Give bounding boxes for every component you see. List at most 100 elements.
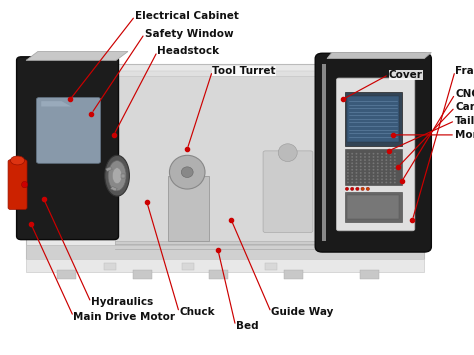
Polygon shape (327, 53, 431, 59)
Text: Tailstock: Tailstock (455, 116, 474, 126)
Ellipse shape (361, 187, 364, 190)
Ellipse shape (373, 172, 374, 174)
Ellipse shape (377, 153, 379, 154)
Bar (284, 270, 303, 279)
Ellipse shape (364, 165, 366, 167)
Ellipse shape (356, 169, 357, 170)
Ellipse shape (351, 178, 353, 180)
Ellipse shape (377, 182, 379, 183)
Ellipse shape (364, 169, 366, 170)
Ellipse shape (394, 165, 396, 167)
Ellipse shape (360, 156, 362, 158)
Ellipse shape (347, 175, 349, 177)
Ellipse shape (345, 187, 348, 190)
Ellipse shape (373, 159, 374, 161)
Ellipse shape (360, 172, 362, 174)
Text: Main Drive Motor: Main Drive Motor (73, 312, 175, 322)
Ellipse shape (170, 155, 205, 189)
FancyBboxPatch shape (337, 78, 415, 231)
Ellipse shape (351, 165, 353, 167)
Ellipse shape (347, 153, 349, 154)
Ellipse shape (390, 159, 392, 161)
Ellipse shape (368, 172, 370, 174)
Polygon shape (26, 259, 424, 272)
Bar (106, 167, 112, 171)
Ellipse shape (366, 187, 370, 190)
Text: CNC: CNC (455, 89, 474, 99)
Ellipse shape (373, 182, 374, 183)
Ellipse shape (390, 178, 392, 180)
FancyBboxPatch shape (315, 53, 431, 252)
Ellipse shape (356, 159, 357, 161)
Ellipse shape (381, 178, 383, 180)
Text: Carriage: Carriage (455, 102, 474, 112)
Ellipse shape (381, 159, 383, 161)
Ellipse shape (385, 169, 387, 170)
Ellipse shape (356, 172, 357, 174)
Ellipse shape (390, 162, 392, 164)
Ellipse shape (390, 175, 392, 177)
Ellipse shape (356, 175, 357, 177)
Ellipse shape (347, 156, 349, 158)
Bar (121, 174, 125, 178)
Ellipse shape (360, 178, 362, 180)
Text: Guide Way: Guide Way (271, 307, 334, 317)
Ellipse shape (390, 156, 392, 158)
Bar (168, 176, 209, 241)
Ellipse shape (373, 169, 374, 170)
Bar (360, 270, 379, 279)
Bar (182, 263, 194, 270)
Ellipse shape (360, 175, 362, 177)
Ellipse shape (385, 178, 387, 180)
Bar (133, 270, 152, 279)
Polygon shape (115, 71, 332, 76)
Ellipse shape (385, 182, 387, 183)
Ellipse shape (394, 178, 396, 180)
Polygon shape (26, 64, 424, 259)
Text: Tool Turret: Tool Turret (212, 66, 276, 76)
Ellipse shape (108, 160, 126, 191)
Ellipse shape (394, 159, 396, 161)
Ellipse shape (347, 178, 349, 180)
Ellipse shape (368, 165, 370, 167)
Ellipse shape (364, 159, 366, 161)
Text: Hydraulics: Hydraulics (91, 297, 153, 307)
Ellipse shape (360, 162, 362, 164)
Ellipse shape (394, 182, 396, 183)
Ellipse shape (381, 153, 383, 154)
Polygon shape (26, 51, 128, 60)
Bar (345, 192, 402, 222)
Ellipse shape (347, 165, 349, 167)
Ellipse shape (364, 178, 366, 180)
Ellipse shape (377, 178, 379, 180)
Ellipse shape (385, 159, 387, 161)
Ellipse shape (364, 172, 366, 174)
Ellipse shape (377, 172, 379, 174)
Ellipse shape (105, 155, 129, 196)
Ellipse shape (347, 172, 349, 174)
Ellipse shape (360, 159, 362, 161)
FancyBboxPatch shape (263, 151, 313, 233)
Ellipse shape (360, 182, 362, 183)
Ellipse shape (381, 172, 383, 174)
Ellipse shape (351, 172, 353, 174)
Ellipse shape (394, 175, 396, 177)
Ellipse shape (385, 165, 387, 167)
Polygon shape (115, 241, 325, 251)
Ellipse shape (373, 153, 374, 154)
Ellipse shape (373, 178, 374, 180)
Ellipse shape (373, 156, 374, 158)
Ellipse shape (390, 153, 392, 154)
Ellipse shape (368, 169, 370, 170)
Ellipse shape (360, 165, 362, 167)
FancyBboxPatch shape (8, 160, 27, 209)
Ellipse shape (381, 169, 383, 170)
Ellipse shape (381, 175, 383, 177)
Ellipse shape (360, 153, 362, 154)
Ellipse shape (364, 156, 366, 158)
FancyBboxPatch shape (36, 98, 100, 163)
Ellipse shape (377, 156, 379, 158)
Ellipse shape (377, 159, 379, 161)
Ellipse shape (368, 175, 370, 177)
Ellipse shape (351, 153, 353, 154)
